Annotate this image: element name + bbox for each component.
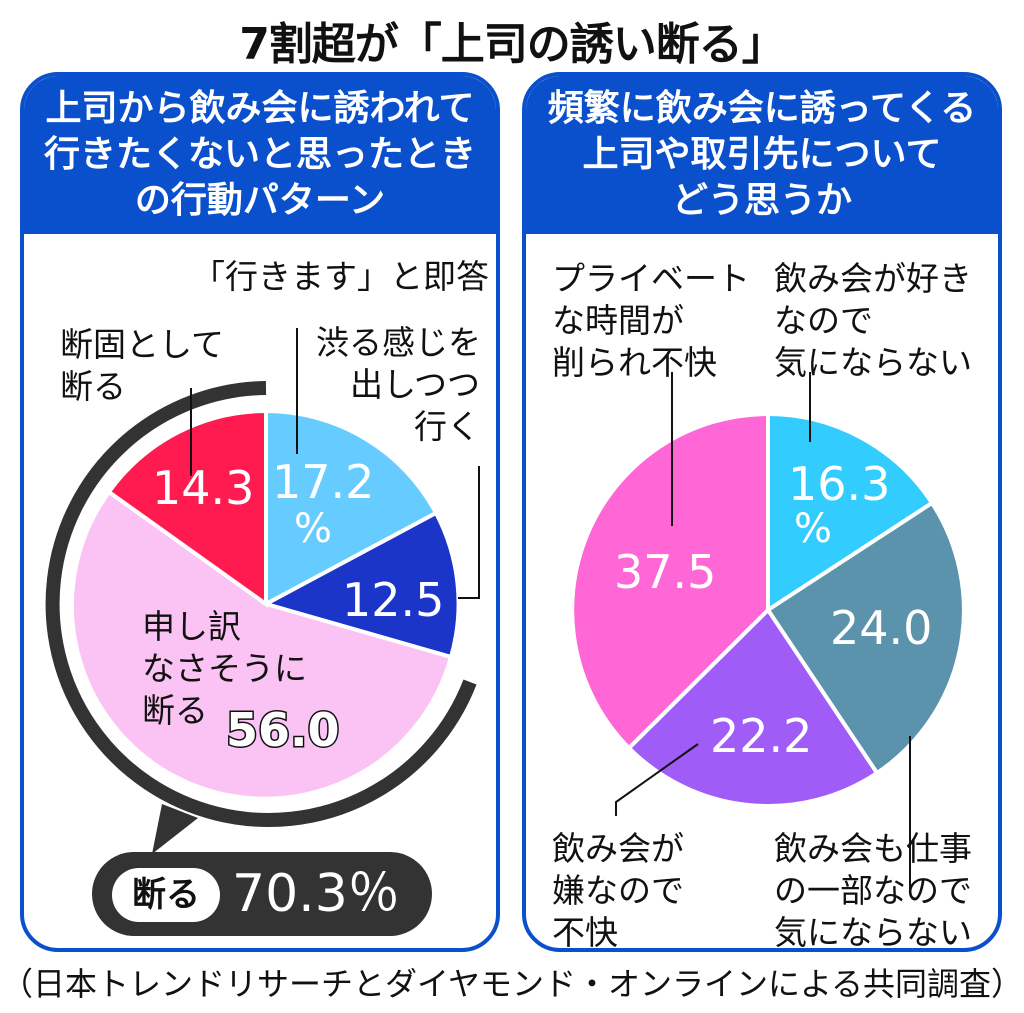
bubble-tail <box>152 804 198 854</box>
leader-line <box>615 743 699 816</box>
slice-iya <box>626 606 880 808</box>
slice-suki <box>766 411 935 614</box>
value-shiburu: 12.5 <box>342 573 445 627</box>
left-panel: 上司から飲み会に誘われて 行きたくないと思ったとき の行動パターン 「行きます」… <box>20 72 500 952</box>
value-percent-sign: % <box>294 506 333 552</box>
value-moushiwake: 56.0 <box>225 703 341 757</box>
left-pie-chart <box>45 328 480 854</box>
bubble-outline <box>45 381 477 827</box>
left-panel-header: 上司から飲み会に誘われて 行きたくないと思ったとき の行動パターン <box>24 76 496 234</box>
right-panel-header: 頻繁に飲み会に誘ってくる 上司や取引先について どう思うか <box>526 76 998 234</box>
header-line: 上司や取引先について <box>582 134 942 175</box>
page-title: 7割超が「上司の誘い断る」 <box>239 19 786 70</box>
slice-private <box>570 411 770 751</box>
total-value: 70.3％ <box>232 864 400 924</box>
slice-moushiwake <box>69 489 454 801</box>
header-line: の行動パターン <box>134 180 386 221</box>
value-shigoto: 24.0 <box>830 601 933 655</box>
leader-line <box>458 466 480 599</box>
total-refuse-badge: 断る 70.3％ <box>92 852 432 936</box>
label-shiburu: 渋る感じを 出しつつ 行く <box>316 323 481 446</box>
slice-shiburu <box>260 510 461 660</box>
value-danko: 14.3 <box>152 461 255 515</box>
label-iya: 飲み会が 嫌なので 不快 <box>552 829 684 952</box>
label-shigoto: 飲み会も仕事 の一部なので 気にならない <box>774 829 972 952</box>
header-line: どう思うか <box>671 180 852 221</box>
header-line: 上司から飲み会に誘われて <box>45 88 475 129</box>
slice-shigoto <box>765 500 966 776</box>
total-tag: 断る <box>112 868 220 922</box>
label-danko: 断固として 断る <box>60 325 225 406</box>
header-line: 頻繁に飲み会に誘ってくる <box>547 88 977 129</box>
right-pie-chart <box>570 372 966 894</box>
source-note: （日本トレンドリサーチとダイヤモンド・オンラインによる共同調査） <box>0 965 1024 1003</box>
value-ikimasu: 17.2 <box>272 455 375 509</box>
value-iya: 22.2 <box>710 709 813 763</box>
label-ikimasu: 「行きます」と即答 <box>192 257 489 296</box>
label-suki: 飲み会が好き なので 気にならない <box>774 259 972 382</box>
value-percent-sign: % <box>794 506 833 552</box>
right-panel: 頻繁に飲み会に誘ってくる 上司や取引先について どう思うか プライベート な時間… <box>522 72 1002 952</box>
value-suki: 16.3 <box>788 457 891 511</box>
slice-ikimasu <box>264 408 439 608</box>
header-line: 行きたくないと思ったとき <box>43 134 476 175</box>
slice-danko <box>106 408 268 608</box>
value-private: 37.5 <box>614 545 717 599</box>
label-private: プライベート な時間が 削られ不快 <box>552 259 750 382</box>
label-moushiwake: 申し訳 なさそうに 断る <box>142 607 307 730</box>
